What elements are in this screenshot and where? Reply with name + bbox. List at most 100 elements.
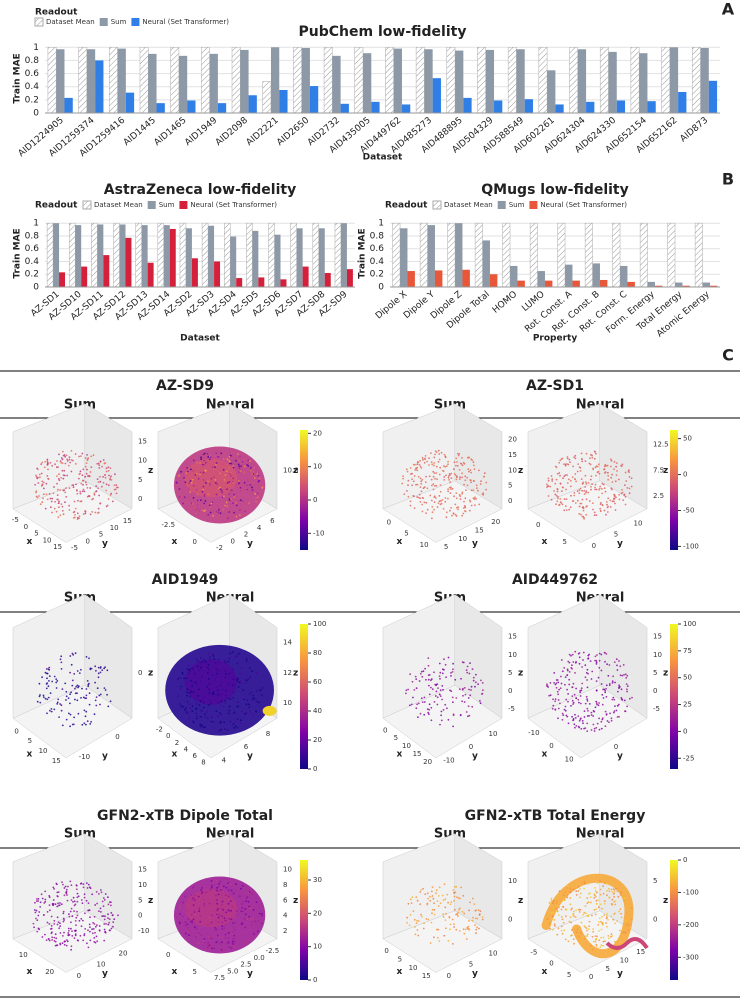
cloud-dot [66,940,69,943]
cloud-dot [88,657,90,660]
cloud-dot [467,468,470,471]
cloud-dot [427,711,430,714]
cloud-dot [191,710,194,712]
cloud-dot [590,475,593,478]
cloud-dot [613,710,616,712]
cloud-dot [600,727,603,730]
axis3d-label: x [27,967,33,977]
colorbar-tick-label: 20 [313,909,322,917]
legend-label: Dataset Mean [444,201,493,209]
cloud-dot [43,487,45,490]
cloud-dot [64,455,66,458]
axis3d-tick-label: 5 [444,543,448,551]
axis3d-tick-label: 6 [192,752,197,760]
cloud-dot [453,923,455,925]
axis3d-tick-label: 0 [447,972,451,980]
legend-label: Neural (Set Transformer) [540,201,627,209]
cloud-dot [455,478,458,481]
cloud-dot [230,489,233,492]
cloud-dot [78,515,81,518]
cloud-dot [616,704,619,707]
cloud-dot [472,897,474,900]
cloud-dot [574,713,576,716]
cloud-dot [575,931,578,934]
cloud-dot [103,687,106,689]
cloud-dot [585,912,587,915]
cloud-dot [209,895,211,897]
cloud-dot [100,911,102,913]
cloud-dot [80,882,83,885]
y-tick-label: 0.8 [25,56,40,66]
cloud-dot [207,899,210,902]
cloud-dot [576,499,579,502]
cloud-dot [415,922,418,924]
cloud-dot [95,891,98,893]
cloud-dot [458,469,461,471]
cloud-dot [251,893,254,896]
cloud-dot [36,919,39,922]
cloud-dot [559,498,562,500]
cloud-dot [454,678,457,681]
cloud-dot [244,712,246,715]
cloud-dot [591,914,593,917]
cloud-dot [578,656,581,659]
cloud-dot [211,466,214,469]
bar [612,222,621,288]
cloud-dot [181,921,184,924]
cloud-dot [207,493,210,496]
bar [296,228,303,287]
cloud-dot [579,938,581,940]
cloud-dot [591,948,594,951]
cloud-dot [225,911,228,914]
cloud-dot [75,924,77,927]
cloud-dot [483,472,486,475]
cloud-dot [594,935,597,937]
axis3d-tick-label: 5 [508,669,512,677]
cloud-dot [421,497,424,499]
bar [109,47,118,114]
cloud-dot [209,934,212,937]
cloud-dot [238,465,241,467]
cloud-dot [230,475,233,477]
cloud-dot [210,880,213,882]
cloud-dot [219,880,222,883]
cloud-dot [190,468,192,471]
cloud-dot [621,463,624,466]
cloud-dot [577,652,580,655]
cloud-dot [586,679,588,681]
cloud-dot [439,671,442,674]
cloud-dot [219,488,222,491]
cloud-dot [467,705,470,708]
cloud-dot [65,690,68,693]
cloud-dot [94,665,97,668]
axis3d-tick-label: 10 [508,651,517,659]
legend-swatch [179,201,188,209]
cloud-dot [468,920,470,922]
cloud-dot [561,486,564,488]
cloud-dot [257,474,260,477]
cloud-dot [218,508,220,511]
cloud-dot [458,930,461,932]
cloud-dot [433,462,436,464]
legend-label: Sum [159,201,175,209]
cloud-dot [601,693,604,696]
cloud-dot [428,703,431,706]
cloud-dot [581,482,584,485]
cloud-dot [473,468,476,470]
cloud-dot [597,496,600,499]
cloud-dot [59,489,62,491]
cloud-dot [628,476,631,478]
cloud-dot [36,898,38,900]
cloud-dot [60,704,63,707]
cloud-dot [431,484,433,487]
cloud-dot [228,657,231,660]
cloud-dot [204,500,207,502]
colorbar-tick-label: -100 [683,542,699,550]
cloud-dot [68,712,70,715]
cloud-dot [615,658,618,661]
cloud-dot [44,507,47,510]
cloud-dot [598,921,600,923]
cloud-dot [58,453,60,456]
colorbar [670,860,678,980]
